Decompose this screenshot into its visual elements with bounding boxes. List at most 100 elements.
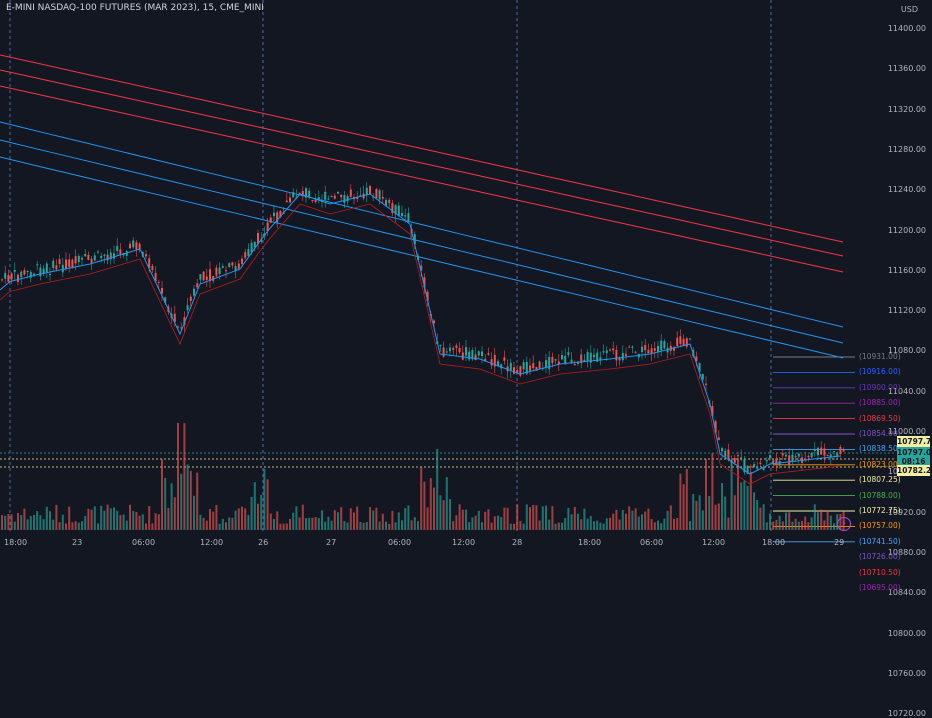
symbol-title[interactable]: E-MINI NASDAQ-100 FUTURES (MAR 2023), 15… (6, 3, 264, 13)
candle-body (55, 265, 58, 270)
candle-body (273, 212, 275, 217)
volume-bar (596, 520, 599, 530)
volume-bar (477, 510, 480, 530)
volume-bar (452, 521, 455, 530)
level-label: (10695.00) (859, 583, 901, 592)
lightning-icon[interactable]: ⚡ (837, 517, 851, 531)
volume-bar (157, 514, 160, 530)
envelope-band (0, 69, 844, 257)
candle-body (39, 267, 42, 277)
volume-bar (58, 522, 61, 530)
candle-body (356, 196, 359, 199)
volume-bar (442, 500, 445, 530)
candle-body (177, 326, 179, 328)
volume-bar (186, 464, 189, 530)
volume-bar (801, 520, 803, 530)
time-tick-label: 28 (512, 538, 523, 547)
volume-bar (314, 517, 317, 530)
volume-bar (781, 521, 784, 530)
price-tick-label: 11280.00 (887, 144, 926, 154)
candle-body (116, 245, 119, 252)
volume-bar (820, 509, 823, 530)
volume-bar (260, 494, 263, 530)
candle-body (372, 196, 375, 198)
candle-body (173, 313, 176, 322)
volume-bar (807, 522, 810, 530)
volume-bar (353, 512, 355, 530)
volume-bar (327, 516, 330, 530)
volume-bar (573, 506, 576, 530)
candle-body (605, 350, 608, 354)
volume-bar (535, 505, 538, 530)
candle-body (145, 254, 147, 257)
candle-body (42, 268, 45, 275)
candle-body (209, 269, 211, 282)
candle-body (577, 361, 579, 364)
volume-bar (397, 512, 400, 530)
volume-bar (292, 512, 295, 530)
volume-bar (714, 504, 717, 530)
volume-bar (205, 520, 208, 530)
candle-body (493, 354, 496, 367)
volume-bar (775, 519, 778, 530)
volume-bar (727, 517, 730, 530)
candle-body (215, 267, 218, 276)
time-tick-label: 23 (72, 538, 83, 547)
volume-bar (394, 522, 397, 530)
candle-body (119, 249, 122, 255)
volume-bar (711, 453, 714, 530)
candle-body (49, 273, 51, 275)
candle-body (113, 253, 115, 259)
price-chart[interactable] (0, 0, 932, 550)
volume-bar (564, 518, 567, 530)
level-label: (10854.00) (859, 429, 901, 438)
candle-body (615, 350, 618, 361)
volume-bar (13, 521, 16, 530)
volume-bar (97, 523, 99, 530)
candle-body (545, 360, 547, 367)
volume-bar (717, 503, 720, 530)
candle-body (205, 276, 208, 280)
volume-bar (170, 483, 173, 530)
candle-body (138, 243, 141, 250)
volume-bar (116, 510, 119, 530)
volume-bar (180, 473, 183, 530)
candle-body (756, 466, 759, 469)
candle-body (567, 352, 570, 356)
candle-body (586, 352, 589, 362)
candle-body (791, 454, 794, 462)
time-tick-label: 06:00 (388, 538, 412, 547)
candle-body (631, 346, 634, 348)
volume-bar (737, 458, 739, 530)
volume-bar (164, 477, 167, 530)
volume-bar (644, 511, 647, 530)
volume-bar (730, 459, 733, 530)
candle-body (829, 454, 832, 458)
volume-bar (119, 515, 122, 530)
candle-body (68, 259, 71, 268)
volume-bar (209, 508, 211, 530)
candle-body (753, 464, 755, 467)
volume-bar (359, 522, 362, 530)
candle-body (311, 200, 314, 202)
candle-body (497, 361, 499, 366)
candle-body (23, 270, 26, 275)
volume-bar (20, 515, 23, 530)
volume-bar (653, 522, 656, 530)
candle-body (727, 449, 730, 458)
volume-bar (541, 506, 544, 530)
volume-bar (388, 523, 391, 530)
candle-body (554, 359, 557, 361)
volume-bar (673, 518, 675, 530)
candle-body (641, 346, 643, 353)
volume-bar (215, 505, 218, 530)
candle-body (810, 453, 813, 458)
volume-bar (221, 518, 224, 530)
volume-bar (778, 515, 781, 530)
volume-bar (721, 483, 723, 530)
volume-bar (273, 519, 275, 530)
candle-body (682, 338, 685, 346)
volume-bar (330, 520, 333, 530)
candle-body (621, 352, 624, 361)
